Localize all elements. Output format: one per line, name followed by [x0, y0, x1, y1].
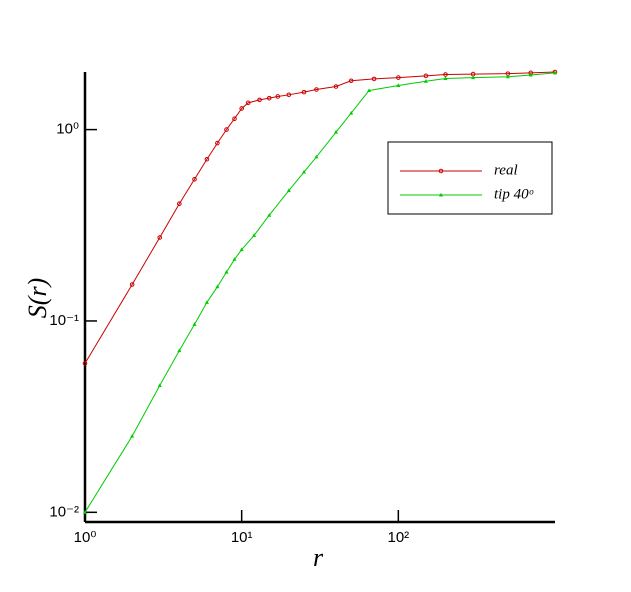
data-point: [82, 361, 88, 366]
data-point: [130, 433, 135, 438]
data-point: [333, 84, 339, 89]
data-point: [286, 92, 292, 98]
data-point: [239, 247, 244, 252]
x-tick-label: 10⁰: [74, 529, 97, 546]
data-point: [528, 72, 533, 77]
data-point: [396, 83, 401, 88]
data-point: [348, 78, 354, 84]
y-tick-label: 10⁰: [56, 121, 79, 138]
y-tick-label: 10⁻¹: [49, 312, 79, 329]
data-point: [396, 75, 401, 80]
data-point: [333, 129, 338, 134]
data-point: [443, 76, 448, 80]
x-tick-label: 10²: [387, 529, 409, 546]
data-point: [257, 97, 262, 103]
legend-label: tip 40ᵒ: [494, 186, 534, 202]
data-point: [224, 269, 229, 274]
data-point: [423, 73, 429, 79]
data-point: [204, 300, 209, 304]
data-point: [129, 282, 135, 287]
data-point: [232, 116, 237, 122]
data-point: [314, 87, 319, 92]
legend-box: [387, 141, 553, 215]
legend-label: real: [494, 162, 518, 178]
data-point: [177, 201, 182, 206]
data-point: [286, 188, 291, 193]
data-point: [245, 100, 251, 106]
data-point: [349, 110, 354, 115]
data-point: [371, 76, 377, 82]
data-point: [215, 284, 220, 289]
data-point: [157, 235, 163, 240]
data-point: [471, 75, 476, 80]
data-point: [232, 257, 237, 261]
y-tick-label: 10⁻²: [49, 503, 79, 520]
data-point: [314, 154, 319, 159]
data-point: [302, 169, 307, 174]
data-point: [224, 127, 229, 132]
data-point: [239, 106, 244, 111]
data-point: [266, 95, 272, 101]
data-point: [505, 74, 510, 79]
data-point: [301, 89, 307, 95]
data-point: [83, 510, 87, 514]
data-point: [192, 322, 197, 326]
data-point: [367, 88, 372, 93]
data-point: [204, 156, 210, 162]
data-point: [423, 79, 428, 83]
legend-marker: [439, 192, 443, 197]
data-point: [252, 233, 257, 237]
x-tick-label: 10¹: [231, 529, 253, 546]
series-line: [84, 72, 556, 513]
x-axis-label: r: [313, 543, 324, 572]
data-point: [192, 176, 197, 182]
data-point: [177, 348, 182, 353]
data-point: [215, 140, 220, 146]
data-point: [275, 94, 281, 99]
series-line: [84, 71, 556, 364]
data-point: [267, 213, 272, 217]
legend-marker: [438, 168, 444, 174]
data-point: [553, 70, 557, 75]
data-point: [157, 383, 162, 387]
y-axis-label: S(r): [23, 278, 52, 318]
